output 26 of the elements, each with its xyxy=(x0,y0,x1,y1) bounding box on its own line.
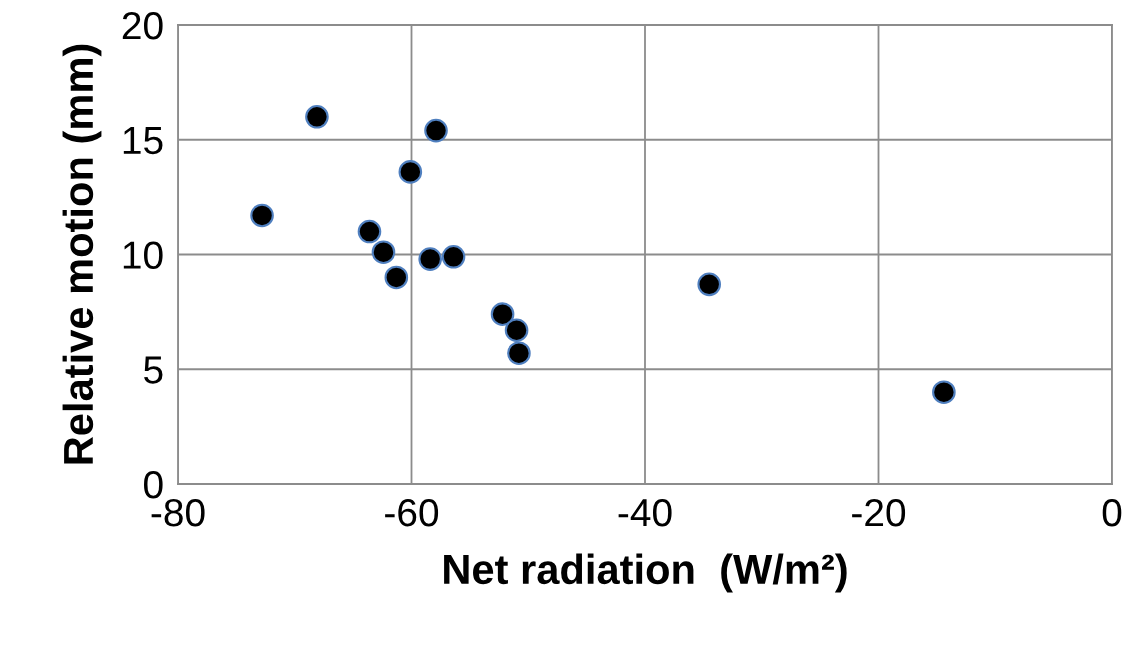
point xyxy=(371,240,396,265)
point xyxy=(424,118,448,143)
point xyxy=(932,380,956,404)
x-axis-title: Net radiation (W/m²) xyxy=(444,553,847,593)
y-tick-label: 10 xyxy=(123,241,163,269)
point xyxy=(490,302,515,326)
x-tick-label: 0 xyxy=(1102,498,1122,527)
point xyxy=(507,341,531,365)
y-tick-label: 20 xyxy=(122,11,163,40)
point xyxy=(504,318,529,343)
y-tick-label: 5 xyxy=(144,356,163,384)
point xyxy=(384,265,409,290)
y-axis-title: Relative motion (mm) xyxy=(62,44,102,464)
y-tick-label: 15 xyxy=(123,127,163,155)
point xyxy=(398,160,423,184)
point xyxy=(697,272,722,297)
x-tick-label: -40 xyxy=(618,498,672,527)
y-tick-label: 0 xyxy=(144,470,163,499)
x-tick-label: -60 xyxy=(385,498,439,527)
point xyxy=(305,105,329,129)
point xyxy=(441,244,466,269)
x-tick-label: -80 xyxy=(151,498,205,527)
point xyxy=(357,219,382,244)
point xyxy=(418,247,442,271)
x-tick-label: -20 xyxy=(852,498,906,527)
point xyxy=(250,203,274,228)
